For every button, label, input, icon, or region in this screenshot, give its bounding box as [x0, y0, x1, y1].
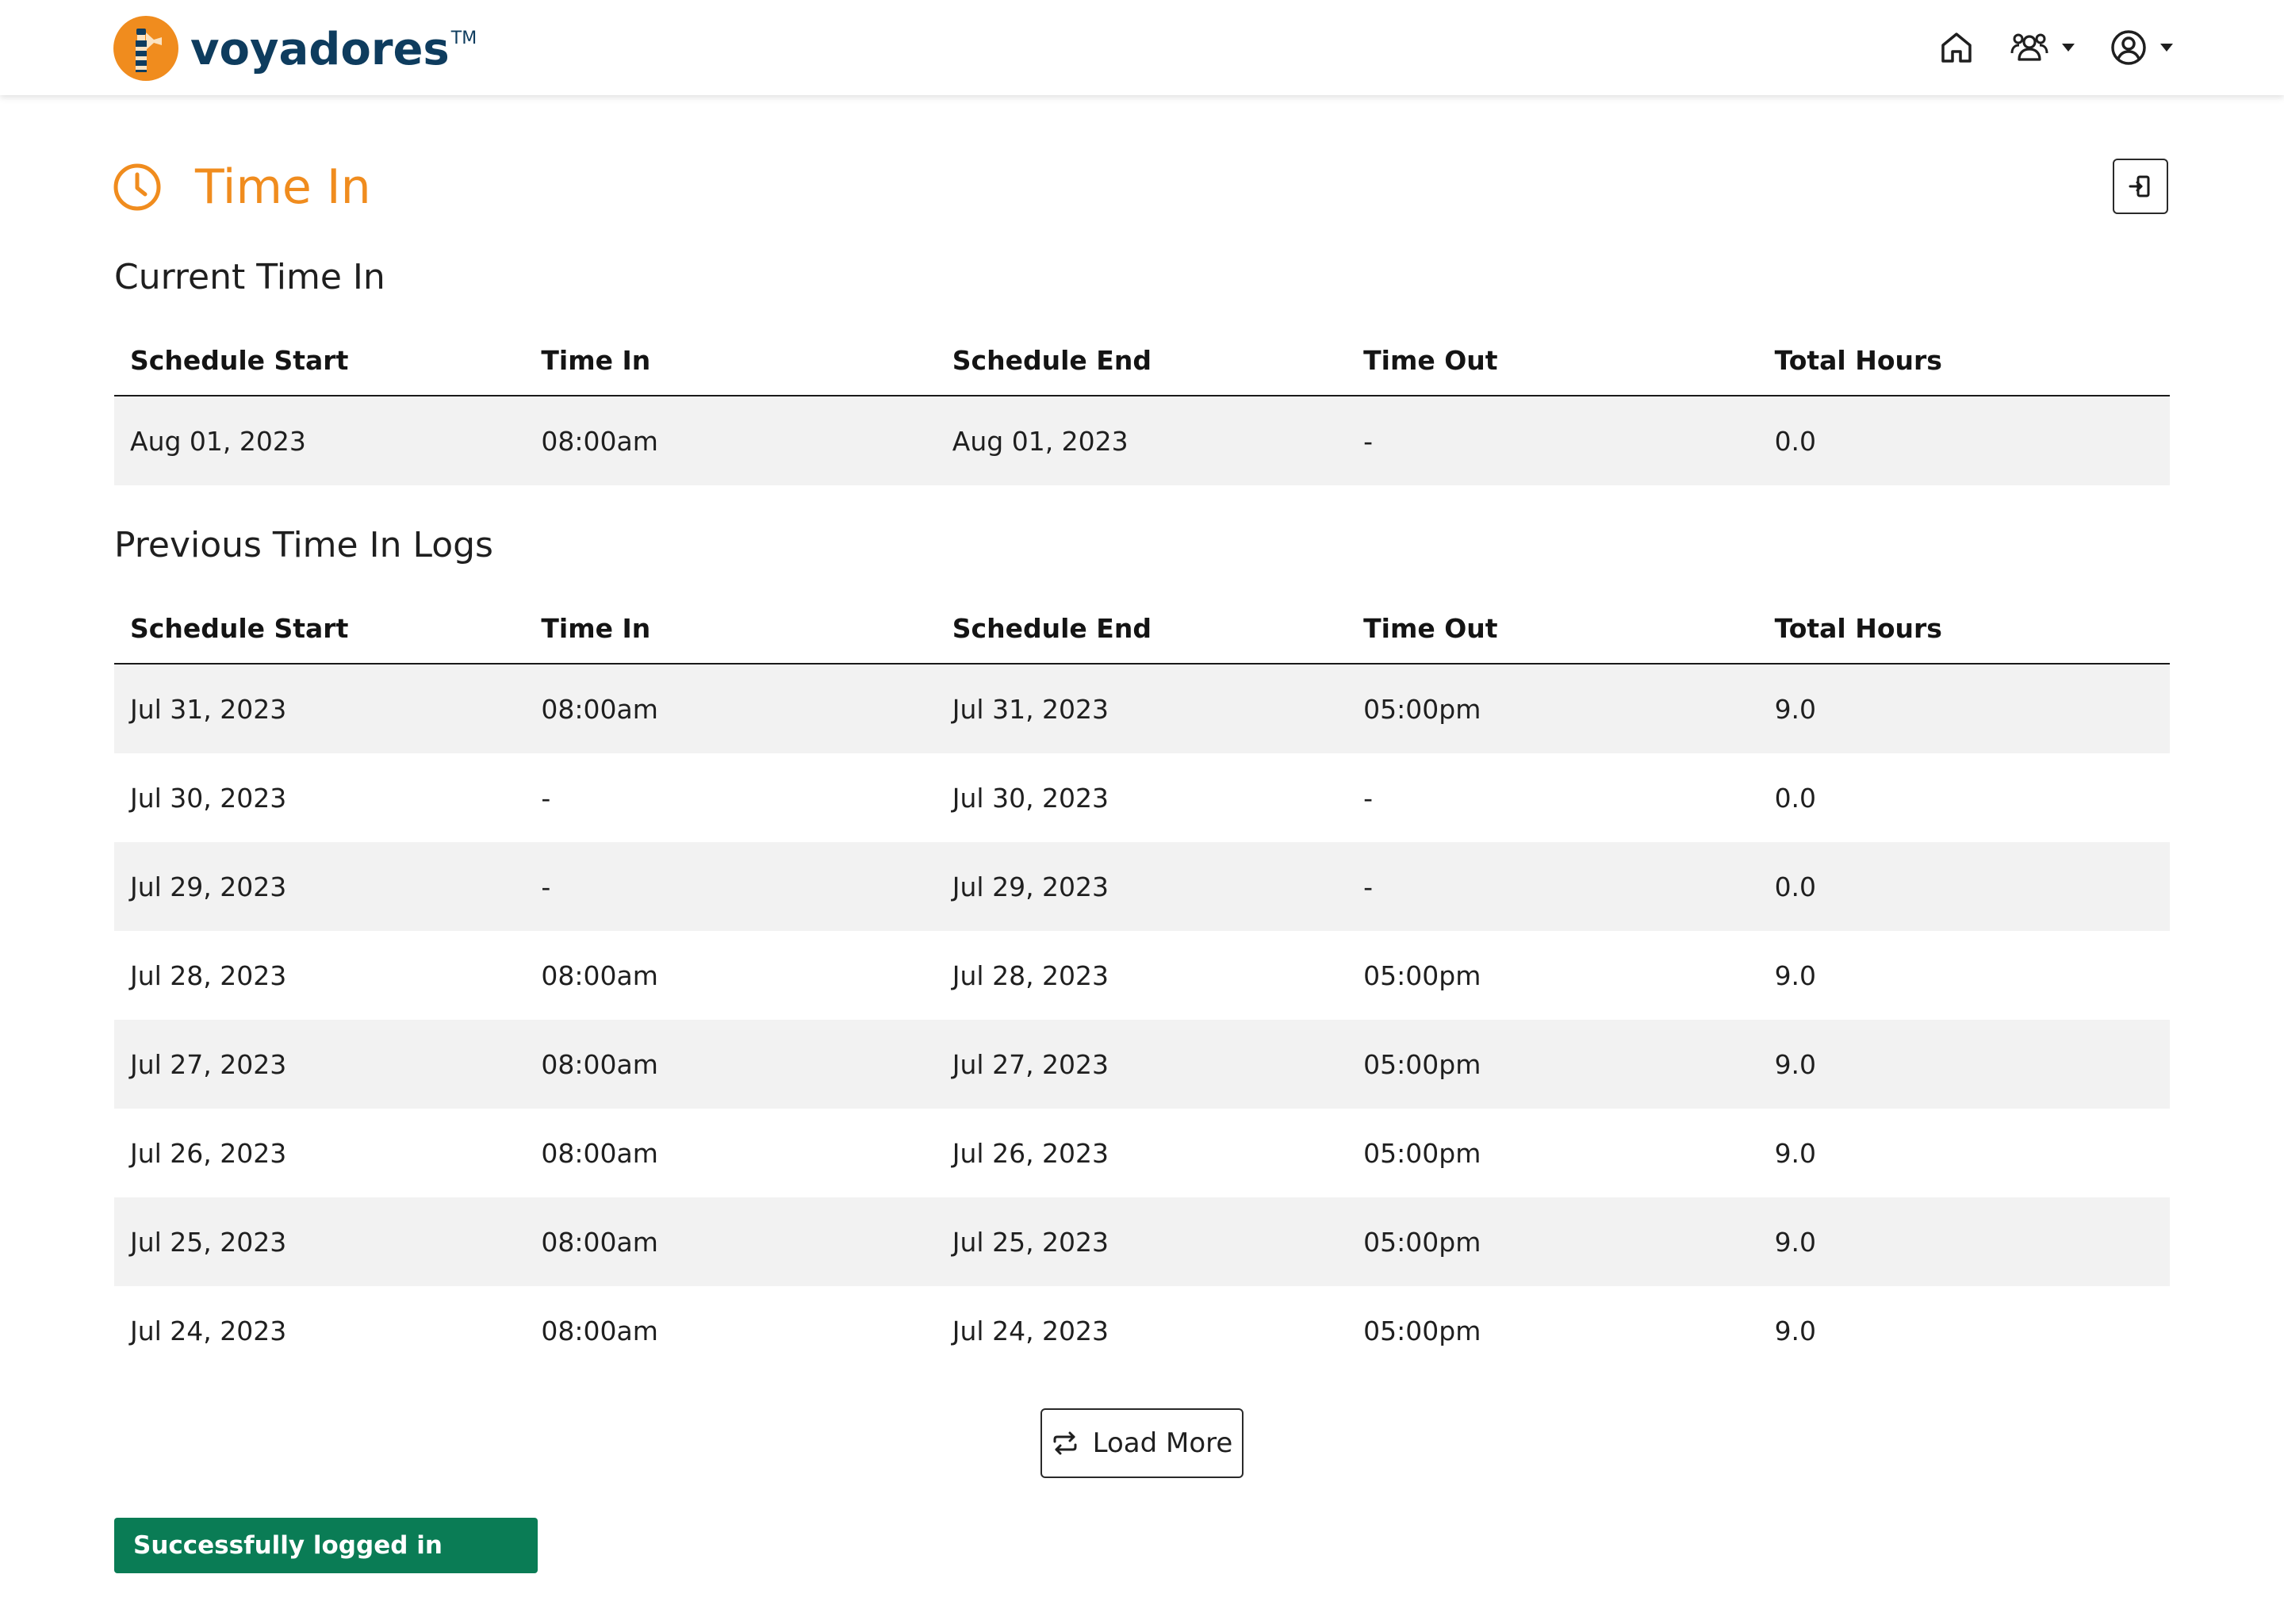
brand-logo-link[interactable]: voyadoresTM: [113, 14, 477, 82]
table-header: Schedule Start Time In Schedule End Time…: [114, 593, 2170, 665]
schedule-end-cell: Jul 24, 2023: [952, 1315, 1109, 1346]
column-header: Time In: [541, 344, 651, 376]
schedule-end-cell: Jul 29, 2023: [952, 871, 1109, 902]
time-in-cell: -: [541, 871, 551, 902]
schedule-start-cell: Jul 24, 2023: [130, 1315, 287, 1346]
sign-in-action-button[interactable]: [2113, 159, 2168, 214]
table-row: Jul 28, 2023 08:00am Jul 28, 2023 05:00p…: [114, 931, 2170, 1020]
time-out-cell: 05:00pm: [1363, 1048, 1481, 1080]
schedule-end-cell: Jul 25, 2023: [952, 1226, 1109, 1258]
time-in-cell: 08:00am: [541, 1137, 658, 1169]
load-more-button[interactable]: Load More: [1040, 1408, 1244, 1478]
column-header: Total Hours: [1774, 612, 1942, 644]
table-row: Jul 27, 2023 08:00am Jul 27, 2023 05:00p…: [114, 1020, 2170, 1109]
total-hours-cell: 9.0: [1774, 1048, 1817, 1080]
schedule-start-cell: Jul 25, 2023: [130, 1226, 287, 1258]
users-icon: [2010, 33, 2048, 61]
time-in-cell: 08:00am: [541, 1226, 658, 1258]
column-header: Schedule Start: [130, 344, 349, 376]
total-hours-cell: 0.0: [1774, 782, 1817, 814]
home-button[interactable]: [1938, 29, 1975, 66]
table-row: Jul 30, 2023 - Jul 30, 2023 - 0.0: [114, 753, 2170, 842]
time-out-cell: 05:00pm: [1363, 1137, 1481, 1169]
total-hours-cell: 0.0: [1774, 425, 1817, 457]
table-row: Jul 29, 2023 - Jul 29, 2023 - 0.0: [114, 842, 2170, 931]
page-title-row: Time In: [113, 159, 371, 216]
previous-logs-heading: Previous Time In Logs: [114, 525, 493, 565]
toast-message: Successfully logged in: [133, 1531, 443, 1560]
chevron-down-icon: [2160, 44, 2173, 52]
schedule-start-cell: Jul 28, 2023: [130, 959, 287, 991]
trademark-mark: TM: [450, 29, 477, 48]
table-row: Aug 01, 2023 08:00am Aug 01, 2023 - 0.0: [114, 396, 2170, 485]
time-out-cell: -: [1363, 425, 1374, 457]
column-header: Total Hours: [1774, 344, 1942, 376]
users-menu-button[interactable]: [2010, 29, 2075, 66]
home-icon: [1941, 33, 1972, 63]
current-time-in-table: Schedule Start Time In Schedule End Time…: [114, 325, 2170, 485]
time-in-cell: 08:00am: [541, 425, 658, 457]
page-title: Time In: [195, 159, 371, 215]
time-out-cell: 05:00pm: [1363, 959, 1481, 991]
column-header: Time Out: [1363, 344, 1498, 376]
schedule-end-cell: Jul 27, 2023: [952, 1048, 1109, 1080]
table-row: Jul 26, 2023 08:00am Jul 26, 2023 05:00p…: [114, 1109, 2170, 1197]
account-menu-button[interactable]: [2110, 29, 2173, 67]
sign-in-icon: [2129, 175, 2150, 197]
column-header: Time In: [541, 612, 651, 644]
total-hours-cell: 9.0: [1774, 959, 1817, 991]
current-time-in-heading: Current Time In: [114, 257, 385, 297]
lighthouse-logo-icon: [113, 16, 178, 81]
column-header: Schedule Start: [130, 612, 349, 644]
schedule-start-cell: Jul 29, 2023: [130, 871, 287, 902]
time-out-cell: 05:00pm: [1363, 1315, 1481, 1346]
header-nav: [1903, 24, 2173, 71]
schedule-end-cell: Jul 31, 2023: [952, 693, 1109, 725]
time-in-cell: 08:00am: [541, 959, 658, 991]
time-in-cell: 08:00am: [541, 1315, 658, 1346]
success-toast[interactable]: Successfully logged in: [114, 1518, 538, 1573]
total-hours-cell: 9.0: [1774, 1226, 1817, 1258]
top-navbar: voyadoresTM: [0, 0, 2284, 95]
schedule-start-cell: Jul 31, 2023: [130, 693, 287, 725]
time-in-cell: -: [541, 782, 551, 814]
column-header: Schedule End: [952, 344, 1152, 376]
total-hours-cell: 9.0: [1774, 1137, 1817, 1169]
clock-icon: [113, 163, 161, 211]
table-header: Schedule Start Time In Schedule End Time…: [114, 325, 2170, 396]
time-out-cell: 05:00pm: [1363, 693, 1481, 725]
repeat-icon: [1053, 1431, 1077, 1455]
table-row: Jul 24, 2023 08:00am Jul 24, 2023 05:00p…: [114, 1286, 2170, 1375]
schedule-end-cell: Jul 26, 2023: [952, 1137, 1109, 1169]
time-in-cell: 08:00am: [541, 1048, 658, 1080]
time-out-cell: -: [1363, 782, 1374, 814]
schedule-start-cell: Jul 26, 2023: [130, 1137, 287, 1169]
schedule-start-cell: Jul 27, 2023: [130, 1048, 287, 1080]
time-out-cell: -: [1363, 871, 1374, 902]
total-hours-cell: 0.0: [1774, 871, 1817, 902]
total-hours-cell: 9.0: [1774, 1315, 1817, 1346]
schedule-end-cell: Jul 28, 2023: [952, 959, 1109, 991]
time-in-cell: 08:00am: [541, 693, 658, 725]
schedule-start-cell: Aug 01, 2023: [130, 425, 306, 457]
column-header: Schedule End: [952, 612, 1152, 644]
schedule-end-cell: Jul 30, 2023: [952, 782, 1109, 814]
previous-time-in-logs-table: Schedule Start Time In Schedule End Time…: [114, 593, 2170, 1375]
brand-name: voyadoresTM: [190, 24, 477, 75]
schedule-start-cell: Jul 30, 2023: [130, 782, 287, 814]
schedule-end-cell: Aug 01, 2023: [952, 425, 1129, 457]
account-icon: [2111, 30, 2146, 65]
table-row: Jul 31, 2023 08:00am Jul 31, 2023 05:00p…: [114, 665, 2170, 753]
time-out-cell: 05:00pm: [1363, 1226, 1481, 1258]
chevron-down-icon: [2062, 44, 2075, 52]
column-header: Time Out: [1363, 612, 1498, 644]
total-hours-cell: 9.0: [1774, 693, 1817, 725]
load-more-label: Load More: [1092, 1427, 1233, 1459]
table-row: Jul 25, 2023 08:00am Jul 25, 2023 05:00p…: [114, 1197, 2170, 1286]
